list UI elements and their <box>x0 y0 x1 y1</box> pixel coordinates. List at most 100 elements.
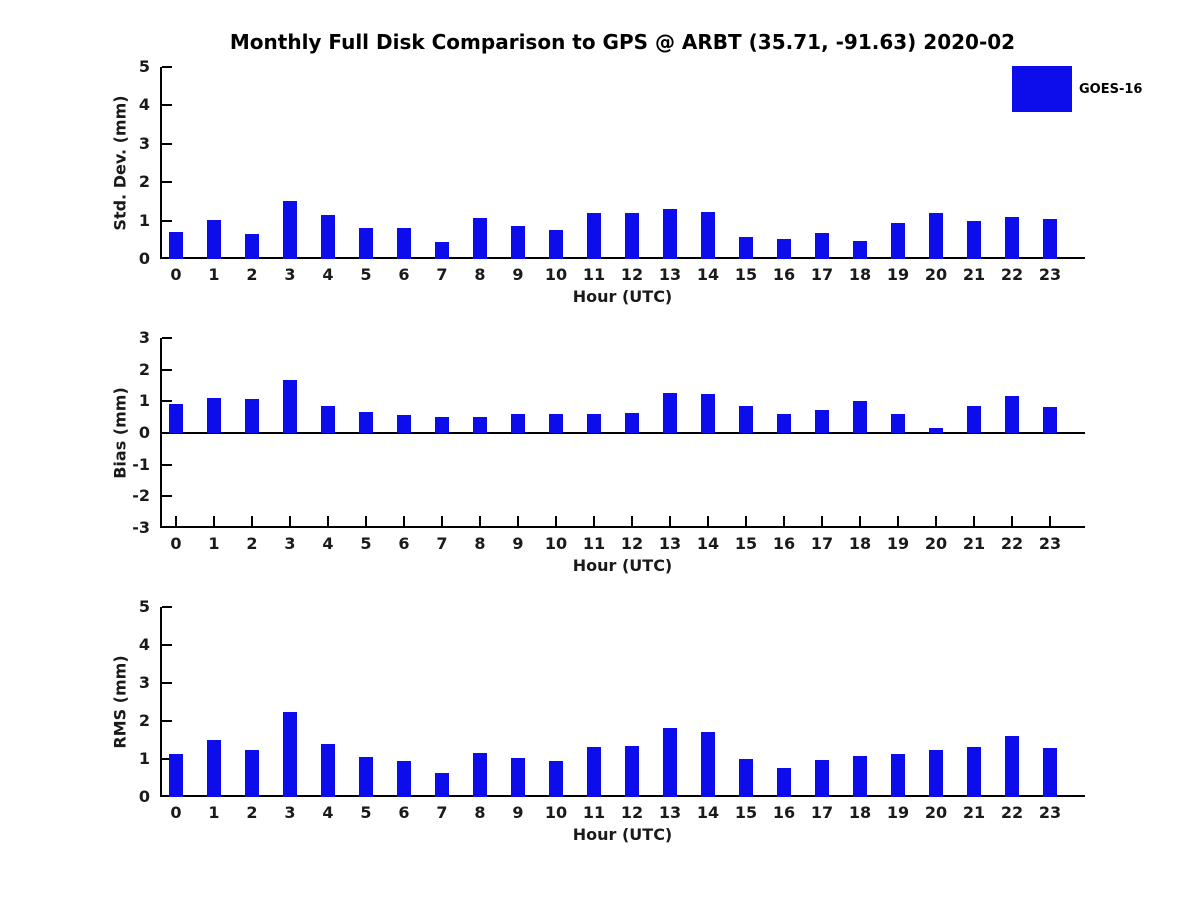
y-tick <box>162 337 172 339</box>
y-tick <box>162 104 172 107</box>
x-tick-label: 9 <box>512 534 524 553</box>
bar-hour-18 <box>853 755 867 797</box>
bar-hour-22 <box>1005 736 1019 797</box>
bar-hour-10 <box>549 760 563 797</box>
x-tick-label: 16 <box>772 265 796 284</box>
bar-hour-20 <box>929 749 943 797</box>
bar-hour-13 <box>663 728 677 797</box>
x-tick-label: 3 <box>284 803 296 822</box>
x-tick <box>555 516 557 526</box>
x-tick-label: 8 <box>474 803 486 822</box>
bar-hour-11 <box>587 414 601 433</box>
x-axis-line <box>160 257 1085 259</box>
bar-hour-2 <box>245 749 259 797</box>
y-tick-label: 1 <box>138 749 150 768</box>
x-tick-label: 14 <box>696 265 720 284</box>
x-tick-label: 13 <box>658 265 682 284</box>
x-tick-label: 20 <box>924 265 948 284</box>
y-tick-label: 1 <box>138 210 150 230</box>
x-axis-line <box>160 526 1085 528</box>
x-tick-label: 14 <box>696 534 720 553</box>
y-tick-label: 3 <box>138 673 150 692</box>
bar-hour-14 <box>701 732 715 797</box>
x-tick-label: 11 <box>582 265 606 284</box>
x-tick <box>365 516 367 526</box>
x-tick-label: 10 <box>544 803 568 822</box>
x-tick-label: 6 <box>398 265 410 284</box>
bar-hour-4 <box>321 215 335 259</box>
bar-hour-13 <box>663 208 677 259</box>
bar-hour-20 <box>929 428 943 433</box>
bar-hour-0 <box>169 403 183 433</box>
bar-hour-4 <box>321 743 335 797</box>
x-tick-label: 21 <box>962 803 986 822</box>
y-tick-label: 1 <box>138 391 150 411</box>
bar-hour-17 <box>815 760 829 797</box>
bar-hour-19 <box>891 222 905 259</box>
x-tick <box>175 516 177 526</box>
x-tick-label: 12 <box>620 803 644 822</box>
x-tick-label: 15 <box>734 803 758 822</box>
zero-baseline <box>160 432 1085 434</box>
x-tick <box>631 516 633 526</box>
y-axis-label-rms: RMS (mm) <box>110 655 130 749</box>
x-tick <box>517 516 519 526</box>
x-tick-label: 0 <box>170 803 182 822</box>
x-tick-label: 22 <box>1000 803 1024 822</box>
x-tick-label: 23 <box>1038 534 1062 553</box>
x-tick-label: 16 <box>772 534 796 553</box>
bar-hour-3 <box>283 380 297 433</box>
bar-hour-15 <box>739 236 753 259</box>
bar-hour-11 <box>587 212 601 259</box>
bar-hour-21 <box>967 405 981 433</box>
x-tick-label: 19 <box>886 803 910 822</box>
x-tick-label: 18 <box>848 265 872 284</box>
x-axis-label-bias: Hour (UTC) <box>572 556 673 575</box>
x-tick-label: 19 <box>886 265 910 284</box>
bar-hour-21 <box>967 220 981 259</box>
y-tick-label: 0 <box>138 787 150 806</box>
bar-hour-6 <box>397 415 411 433</box>
y-tick-label: 5 <box>138 597 150 616</box>
bar-hour-12 <box>625 746 639 797</box>
bar-hour-1 <box>207 397 221 433</box>
x-tick <box>935 516 937 526</box>
bar-hour-15 <box>739 405 753 433</box>
bar-hour-5 <box>359 411 373 433</box>
bar-hour-14 <box>701 211 715 259</box>
y-axis-line <box>160 607 162 797</box>
bar-hour-7 <box>435 417 449 433</box>
bar-hour-14 <box>701 394 715 433</box>
y-tick-label: 2 <box>138 172 150 192</box>
x-tick-label: 15 <box>734 265 758 284</box>
bar-hour-5 <box>359 757 373 797</box>
y-tick <box>162 400 172 403</box>
x-tick-label: 19 <box>886 534 910 553</box>
x-axis-line <box>160 795 1085 797</box>
x-tick-label: 18 <box>848 803 872 822</box>
bar-hour-9 <box>511 225 525 259</box>
y-tick-label: 3 <box>138 133 150 153</box>
x-tick-label: 5 <box>360 803 372 822</box>
bar-hour-3 <box>283 200 297 259</box>
x-tick-label: 0 <box>170 534 182 553</box>
x-tick <box>1049 516 1051 526</box>
x-tick-label: 11 <box>582 803 606 822</box>
x-tick-label: 2 <box>246 534 258 553</box>
bar-hour-0 <box>169 232 183 259</box>
y-tick-label: -1 <box>132 454 150 474</box>
x-tick-label: 8 <box>474 265 486 284</box>
x-tick-label: 3 <box>284 534 296 553</box>
bar-hour-12 <box>625 412 639 433</box>
bar-hour-9 <box>511 414 525 433</box>
y-tick <box>162 66 172 68</box>
bar-hour-10 <box>549 230 563 259</box>
bar-hour-4 <box>321 405 335 433</box>
x-tick-label: 13 <box>658 534 682 553</box>
y-tick-label: 2 <box>138 359 150 379</box>
bar-hour-13 <box>663 393 677 433</box>
bar-hour-23 <box>1043 219 1057 259</box>
y-tick <box>162 219 172 222</box>
x-tick-label: 14 <box>696 803 720 822</box>
